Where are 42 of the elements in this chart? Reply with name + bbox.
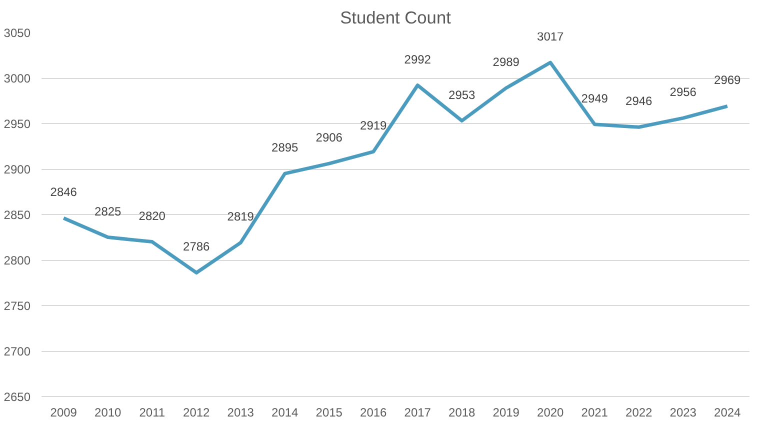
y-tick-label: 2950 (4, 117, 31, 131)
y-tick-label: 2700 (4, 344, 31, 358)
data-label: 2969 (714, 73, 742, 88)
x-tick-label: 2021 (581, 406, 608, 420)
x-tick-label: 2009 (50, 406, 78, 420)
y-tick-label: 2750 (4, 299, 31, 313)
x-tick-label: 2013 (227, 406, 254, 420)
data-label: 2919 (360, 118, 388, 133)
y-tick-label: 2650 (4, 390, 31, 404)
x-tick-label: 2022 (626, 406, 653, 420)
data-label: 2989 (492, 55, 520, 70)
x-tick-label: 2020 (537, 406, 564, 420)
y-tick-label: 3050 (4, 26, 31, 40)
data-label: 2953 (448, 88, 476, 102)
data-label: 2786 (183, 240, 210, 254)
y-tick-label: 2900 (4, 162, 31, 176)
x-tick-label: 2011 (139, 406, 166, 420)
data-label: 2946 (626, 94, 653, 108)
x-tick-label: 2017 (404, 406, 432, 420)
x-tick-label: 2023 (670, 406, 697, 420)
x-tick-label: 2016 (360, 406, 388, 420)
x-tick-label: 2010 (94, 406, 122, 420)
data-label: 2846 (50, 185, 78, 200)
y-tick-label: 2800 (4, 254, 31, 268)
x-tick-label: 2012 (183, 406, 210, 420)
y-tick-label: 3000 (4, 72, 31, 86)
x-tick-label: 2018 (448, 406, 476, 420)
data-label: 2819 (227, 210, 254, 224)
data-label: 2825 (94, 204, 122, 218)
data-label: 2956 (670, 85, 697, 100)
chart-title: Student Count (340, 8, 452, 28)
x-tick-label: 2024 (714, 406, 742, 420)
data-label: 2906 (316, 130, 343, 145)
data-label: 3017 (537, 30, 564, 44)
data-label: 2992 (404, 52, 432, 66)
x-tick-label: 2015 (316, 406, 343, 420)
data-label: 2895 (272, 140, 299, 155)
y-tick-label: 2850 (4, 208, 31, 222)
x-tick-label: 2014 (272, 406, 299, 420)
data-label: 2820 (138, 208, 166, 223)
x-tick-label: 2019 (492, 406, 520, 420)
data-label: 2949 (581, 91, 608, 106)
